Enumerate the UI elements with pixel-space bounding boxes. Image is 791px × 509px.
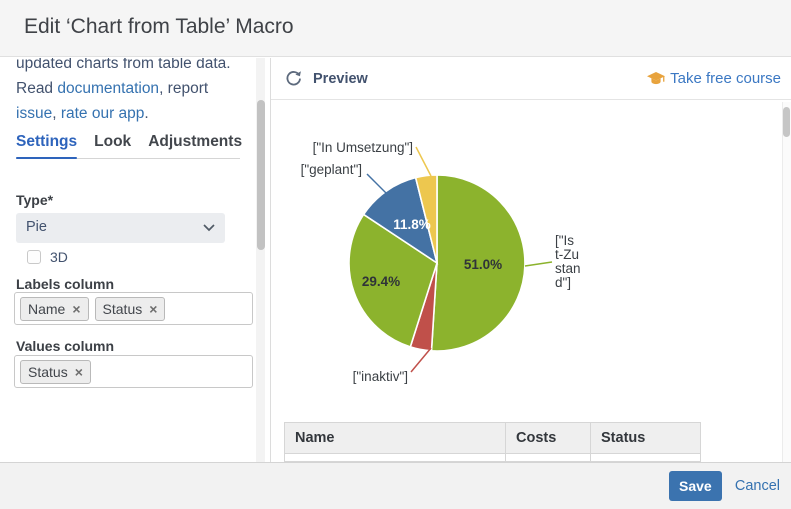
table-row [284, 454, 701, 462]
preview-title: Preview [313, 70, 368, 87]
pie-percent-ist-zustand: 51.0% [464, 257, 502, 272]
intro-comma: , [52, 105, 61, 122]
settings-panel: updated charts from table data. Read doc… [0, 58, 270, 462]
leader-line-inaktiv [410, 347, 432, 373]
labels-column-input[interactable]: Name × Status × [14, 292, 253, 325]
pie-chart: ["In Umsetzung"] ["geplant"] ["inaktiv"]… [301, 140, 581, 384]
take-free-course-link[interactable]: Take free course [647, 70, 781, 87]
cancel-button[interactable]: Cancel [734, 478, 780, 494]
leader-line-ist-zustand [524, 261, 553, 267]
threed-checkbox[interactable] [27, 250, 41, 264]
table-cell [284, 454, 506, 462]
tab-look[interactable]: Look [94, 133, 132, 150]
left-scrollbar-thumb[interactable] [256, 100, 265, 250]
type-label: Type* [16, 192, 54, 208]
pie-label-geplant: ["geplant"] [301, 162, 362, 177]
save-button[interactable]: Save [668, 471, 722, 501]
pie-label-ist-zustand-line2: t-Zu [555, 247, 579, 262]
graduation-cap-icon [647, 71, 666, 84]
pie-callout-labels: ["In Umsetzung"] ["geplant"] ["inaktiv"]… [301, 140, 581, 384]
tag-name-text: Name [28, 300, 66, 317]
dialog-header: Edit ‘Chart from Table’ Macro [0, 0, 791, 57]
take-free-course-text: Take free course [670, 70, 781, 87]
tag-name: Name × [20, 296, 89, 321]
preview-panel: Preview Take free course ["In Umsetzung [270, 58, 791, 462]
documentation-link[interactable]: documentation [57, 80, 160, 97]
threed-label: 3D [50, 249, 68, 265]
pie-label-ist-zustand-line3: stan [555, 261, 581, 276]
pie-label-inaktiv: ["inaktiv"] [353, 369, 408, 384]
preview-scrollbar-track[interactable] [782, 102, 791, 462]
report-issue-link[interactable]: issue [16, 105, 53, 122]
pie-leader-lines [366, 146, 553, 373]
pie-slice-3 [362, 176, 439, 265]
tag-status-values: Status × [20, 359, 91, 384]
table-header-row: Name Costs Status [284, 422, 701, 454]
rate-app-link[interactable]: rate our app [60, 105, 145, 122]
table-cell [591, 454, 701, 462]
tag-status: Status × [94, 296, 166, 321]
pie-percent-left-green: 29.4% [362, 274, 400, 289]
leader-line-geplant [366, 173, 396, 203]
tag-status-values-text: Status [28, 363, 68, 380]
left-scrollbar-track[interactable] [256, 58, 265, 462]
leader-line-in-umsetzung [415, 146, 432, 177]
pie-slice-2 [348, 213, 438, 348]
intro-clipped-line: updated charts from table data. [16, 58, 231, 72]
intro-text: updated charts from table data. Read doc… [16, 58, 236, 126]
type-select-value: Pie [26, 219, 47, 235]
dialog-title: Edit ‘Chart from Table’ Macro [24, 15, 294, 38]
tab-settings[interactable]: Settings [16, 133, 78, 159]
dialog-footer: Save Cancel [0, 462, 791, 509]
column-header-costs: Costs [506, 422, 591, 454]
intro-period: . [144, 105, 149, 122]
settings-tabs: Settings Look Adjustments [16, 133, 243, 159]
pie-slice-0 [430, 174, 526, 352]
type-select[interactable]: Pie [16, 213, 225, 243]
remove-tag-icon[interactable]: × [149, 300, 158, 317]
refresh-icon[interactable] [285, 70, 302, 87]
chevron-down-icon [203, 224, 215, 232]
values-column-input[interactable]: Status × [14, 355, 253, 388]
threed-option: 3D [27, 249, 68, 265]
preview-header: Preview Take free course [271, 58, 791, 100]
table-cell [506, 454, 591, 462]
intro-report: , report [159, 80, 209, 97]
values-column-label: Values column [16, 338, 115, 354]
pie-percent-geplant: 11.8% [393, 217, 431, 232]
pie-label-ist-zustand-line1: ["Is [555, 233, 574, 248]
pie-percent-labels: 11.8% 51.0% 29.4% [362, 217, 502, 289]
intro-read: Read [16, 80, 58, 97]
pie-slices [348, 174, 526, 352]
remove-tag-icon[interactable]: × [74, 363, 83, 380]
source-table: Name Costs Status [284, 422, 701, 462]
pie-label-in-umsetzung: ["In Umsetzung"] [313, 140, 413, 155]
tab-adjustments[interactable]: Adjustments [148, 133, 243, 150]
tag-status-text: Status [102, 300, 143, 317]
labels-column-label: Labels column [16, 276, 115, 292]
pie-label-ist-zustand-line4: d"] [555, 275, 571, 290]
preview-scrollbar-thumb[interactable] [783, 107, 790, 137]
remove-tag-icon[interactable]: × [72, 300, 81, 317]
column-header-name: Name [284, 422, 506, 454]
column-header-status: Status [591, 422, 701, 454]
pie-slice-4 [414, 174, 438, 264]
